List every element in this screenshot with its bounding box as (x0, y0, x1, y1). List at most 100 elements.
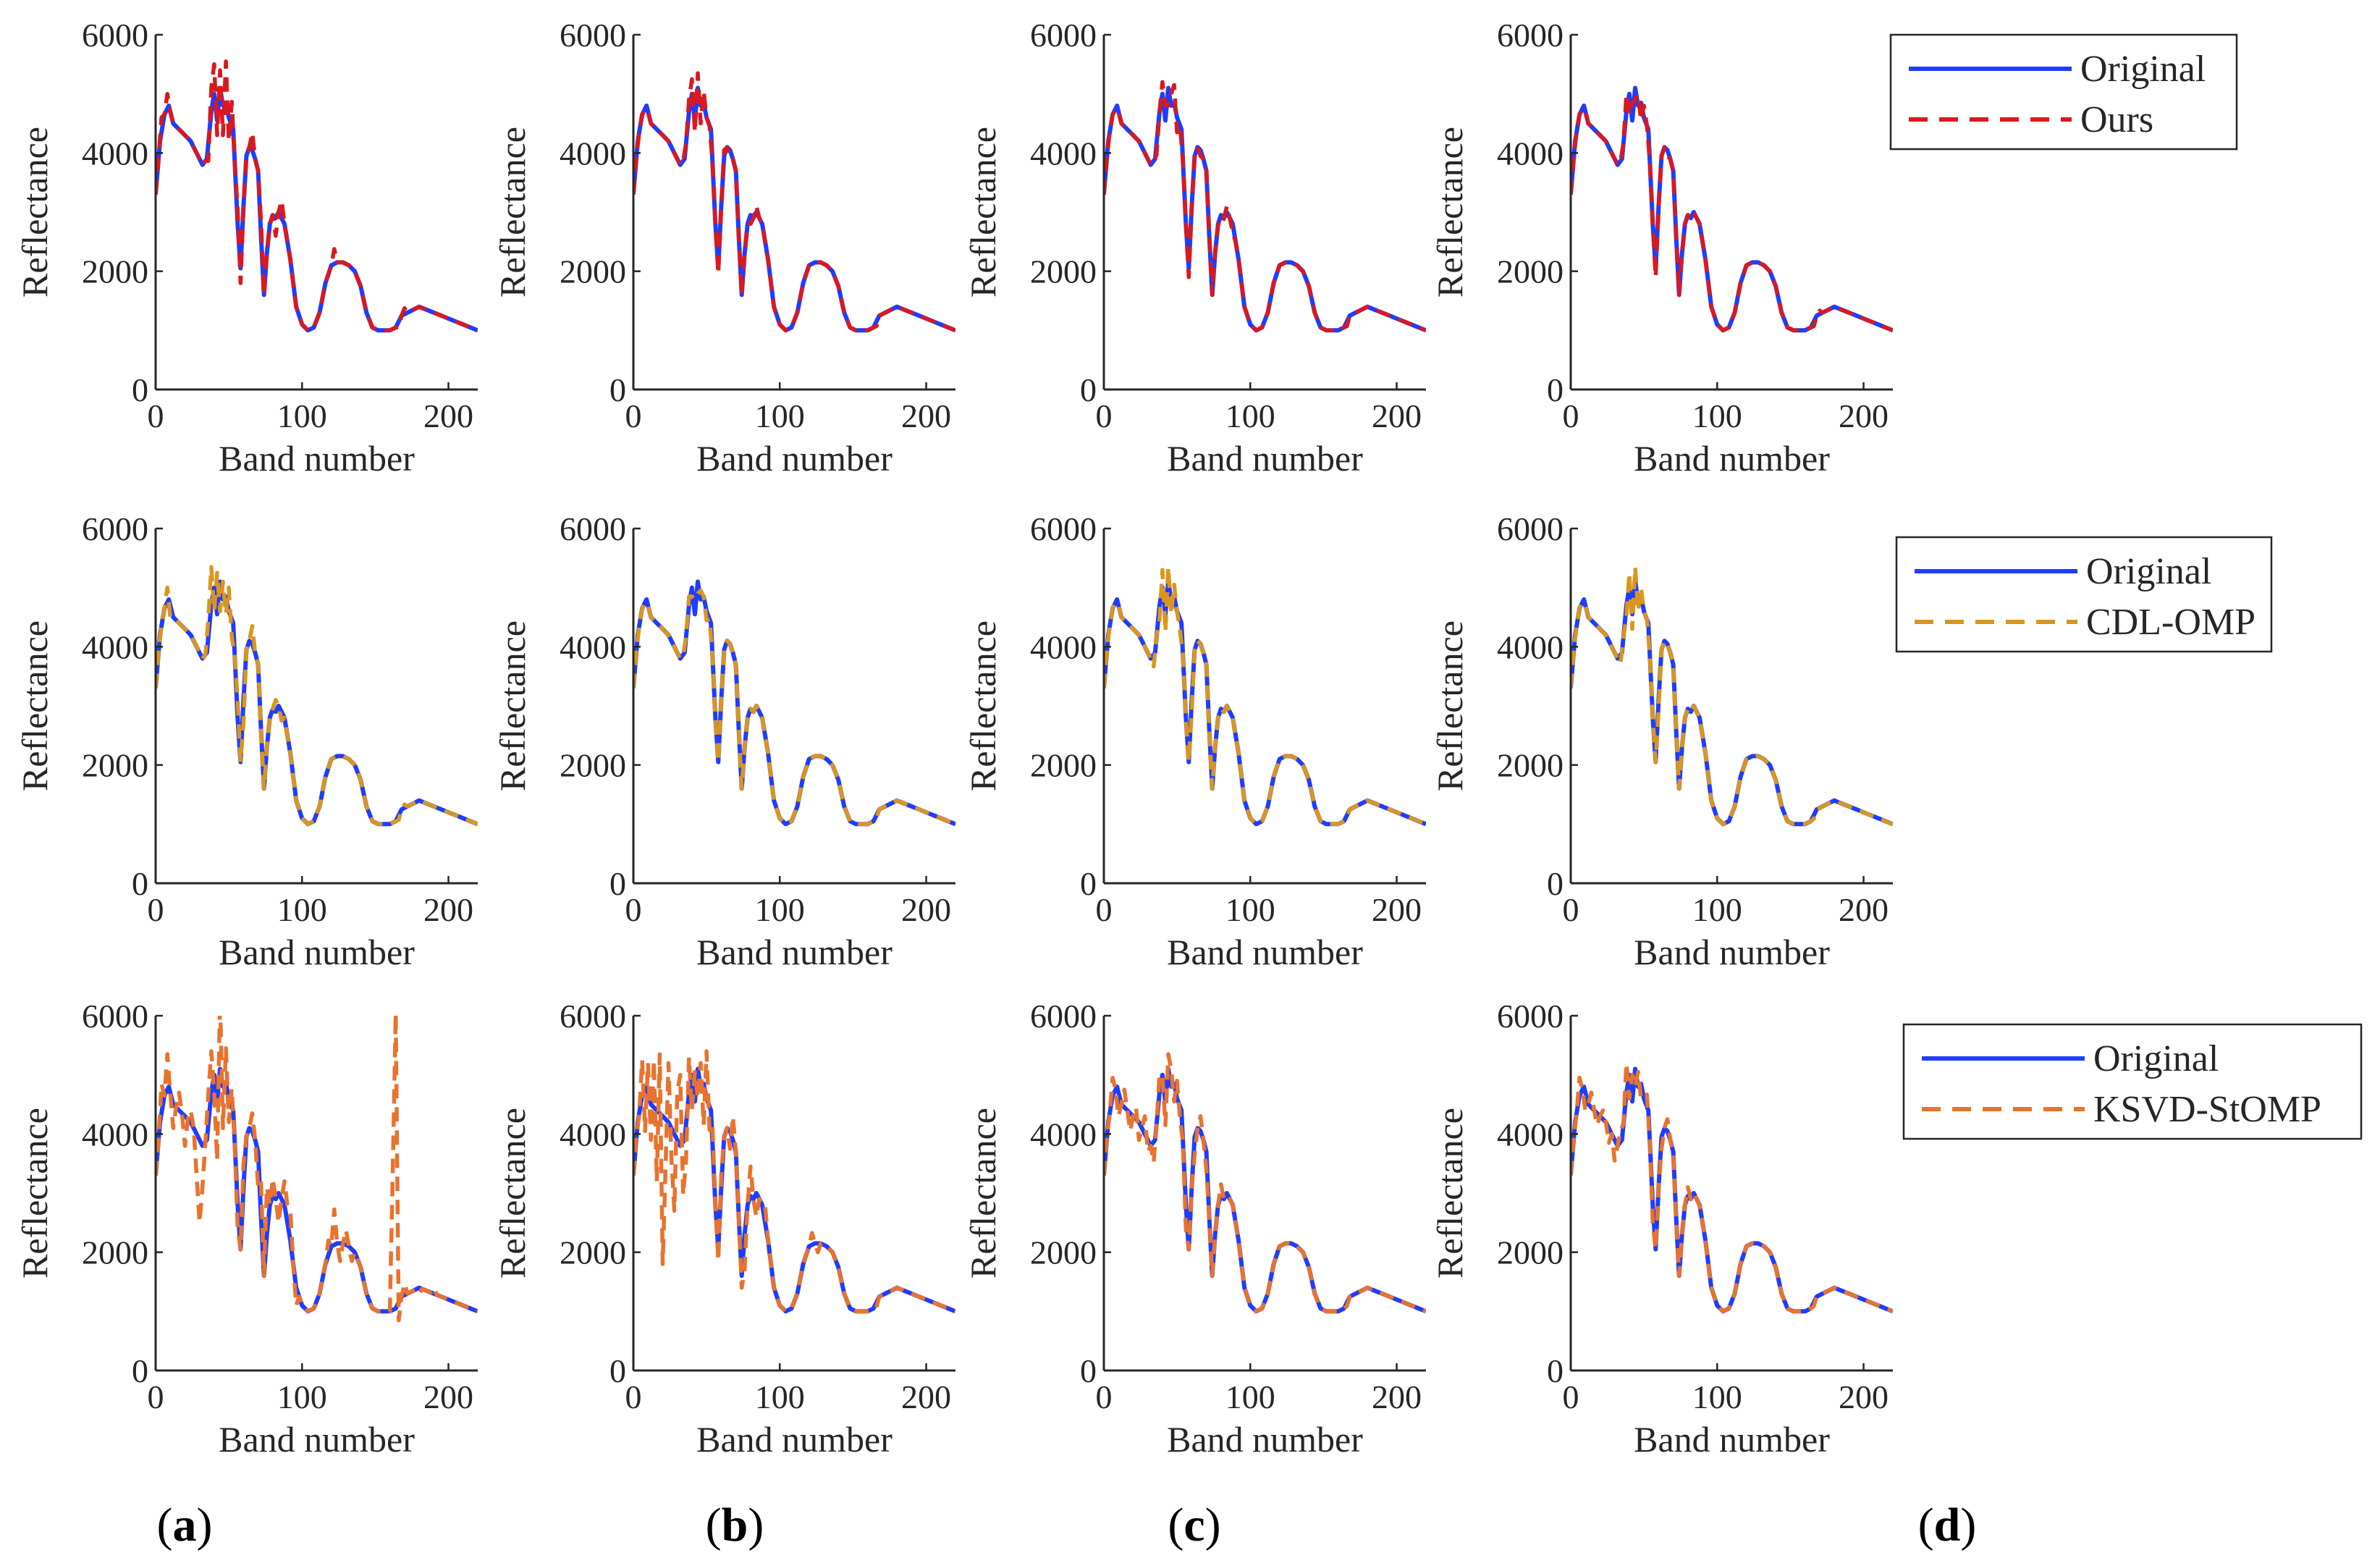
y-axis-label: Reflectance (14, 620, 55, 791)
y-tick-label: 0 (1547, 865, 1564, 902)
series-ksvd-stomp (1104, 1052, 1426, 1314)
x-tick-label: 100 (755, 1378, 805, 1415)
plot-area (1104, 529, 1426, 883)
y-tick-label: 2000 (1497, 1234, 1564, 1271)
legend-3: Original KSVD-StOMP (1902, 1023, 2363, 1140)
x-tick-label: 100 (277, 1378, 327, 1415)
x-tick-label: 100 (755, 891, 805, 928)
x-tick-label: 100 (755, 397, 805, 434)
x-axis-label: Band number (219, 1419, 415, 1460)
series-group (156, 59, 478, 333)
y-tick-label: 2000 (82, 253, 148, 290)
x-tick-label: 0 (1563, 891, 1579, 928)
x-tick-label: 0 (1096, 1378, 1113, 1415)
x-tick-label: 100 (1692, 1378, 1742, 1415)
y-tick-label: 6000 (82, 998, 148, 1035)
series-group (633, 579, 955, 827)
y-tick-label: 2000 (1030, 1234, 1097, 1271)
x-axis-label: Band number (696, 438, 892, 479)
y-axis-label: Reflectance (1430, 1108, 1470, 1279)
y-tick-label: 4000 (82, 135, 148, 172)
y-tick-label: 0 (1547, 1352, 1564, 1389)
x-axis-label: Band number (696, 932, 892, 972)
series-cdl-omp (633, 589, 955, 827)
x-tick-label: 0 (625, 891, 642, 928)
y-tick-label: 4000 (82, 628, 148, 665)
y-tick-label: 4000 (1030, 1116, 1097, 1153)
panel-label-d: (d) (1918, 1499, 1977, 1551)
y-tick-label: 0 (132, 371, 148, 408)
y-tick-label: 2000 (1497, 253, 1564, 290)
y-tick-label: 4000 (82, 1116, 148, 1153)
x-tick-label: 0 (148, 1378, 164, 1415)
y-axis-label: Reflectance (492, 620, 533, 791)
y-axis-label: Reflectance (14, 1108, 55, 1279)
y-tick-label: 6000 (1030, 510, 1097, 547)
series-group (1104, 80, 1426, 333)
plot-area (156, 35, 478, 390)
plot-area (633, 1016, 955, 1370)
series-ksvd-stomp (1571, 1061, 1893, 1314)
x-tick-label: 100 (1225, 1378, 1275, 1415)
x-tick-label: 200 (1372, 891, 1422, 928)
plot-area (1571, 35, 1893, 390)
series-cdl-omp (156, 565, 478, 827)
x-tick-label: 100 (277, 891, 327, 928)
legend-label: Original (2086, 551, 2211, 592)
x-tick-label: 200 (423, 891, 473, 928)
x-tick-label: 0 (1563, 1378, 1579, 1415)
legend-label: CDL-OMP (2086, 602, 2255, 643)
y-axis-label: Reflectance (14, 127, 55, 298)
plot-area (1104, 35, 1426, 390)
y-axis-label: Reflectance (1430, 620, 1470, 791)
series-ksvd-stomp (156, 1016, 478, 1323)
panel-label-a: (a) (157, 1499, 213, 1551)
y-tick-label: 6000 (82, 510, 148, 547)
x-tick-label: 100 (1225, 891, 1275, 928)
y-tick-label: 2000 (82, 747, 148, 784)
series-ours (633, 71, 955, 333)
y-axis-label: Reflectance (963, 620, 1003, 791)
y-tick-label: 0 (132, 865, 148, 902)
series-group (633, 71, 955, 333)
x-tick-label: 100 (277, 397, 327, 434)
x-tick-label: 0 (148, 397, 164, 434)
y-tick-label: 2000 (1030, 747, 1097, 784)
y-tick-label: 6000 (560, 17, 626, 54)
x-tick-label: 200 (901, 397, 951, 434)
x-tick-label: 200 (1839, 397, 1889, 434)
series-group (1104, 565, 1426, 827)
series-group (1571, 1061, 1893, 1314)
x-tick-label: 200 (1839, 1378, 1889, 1415)
y-tick-label: 0 (1080, 865, 1097, 902)
series-ours (156, 59, 478, 333)
series-ours (1571, 91, 1893, 333)
legend-label: Original (2080, 49, 2206, 90)
y-axis-label: Reflectance (963, 1108, 1003, 1279)
x-tick-label: 200 (423, 397, 473, 434)
x-axis-label: Band number (1634, 932, 1830, 972)
series-group (633, 1049, 955, 1314)
x-tick-label: 0 (1563, 397, 1579, 434)
y-tick-label: 4000 (560, 135, 626, 172)
x-tick-label: 200 (1839, 891, 1889, 928)
y-tick-label: 0 (609, 371, 626, 408)
x-tick-label: 100 (1225, 397, 1275, 434)
x-axis-label: Band number (1634, 438, 1830, 479)
x-tick-label: 0 (1096, 891, 1113, 928)
y-tick-label: 6000 (560, 510, 626, 547)
y-tick-label: 4000 (1497, 628, 1564, 665)
y-tick-label: 2000 (82, 1234, 148, 1271)
x-tick-label: 0 (1096, 397, 1113, 434)
x-axis-label: Band number (219, 932, 415, 972)
legend-label: KSVD-StOMP (2093, 1089, 2321, 1130)
x-axis-label: Band number (1167, 1419, 1363, 1460)
y-axis-label: Reflectance (963, 127, 1003, 298)
